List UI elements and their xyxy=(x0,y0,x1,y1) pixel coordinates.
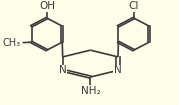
Text: NH₂: NH₂ xyxy=(81,85,100,96)
Text: Cl: Cl xyxy=(129,1,139,11)
Text: N: N xyxy=(59,65,67,75)
Text: N: N xyxy=(114,65,122,75)
Text: CH₃: CH₃ xyxy=(2,38,20,48)
Text: OH: OH xyxy=(39,1,55,11)
